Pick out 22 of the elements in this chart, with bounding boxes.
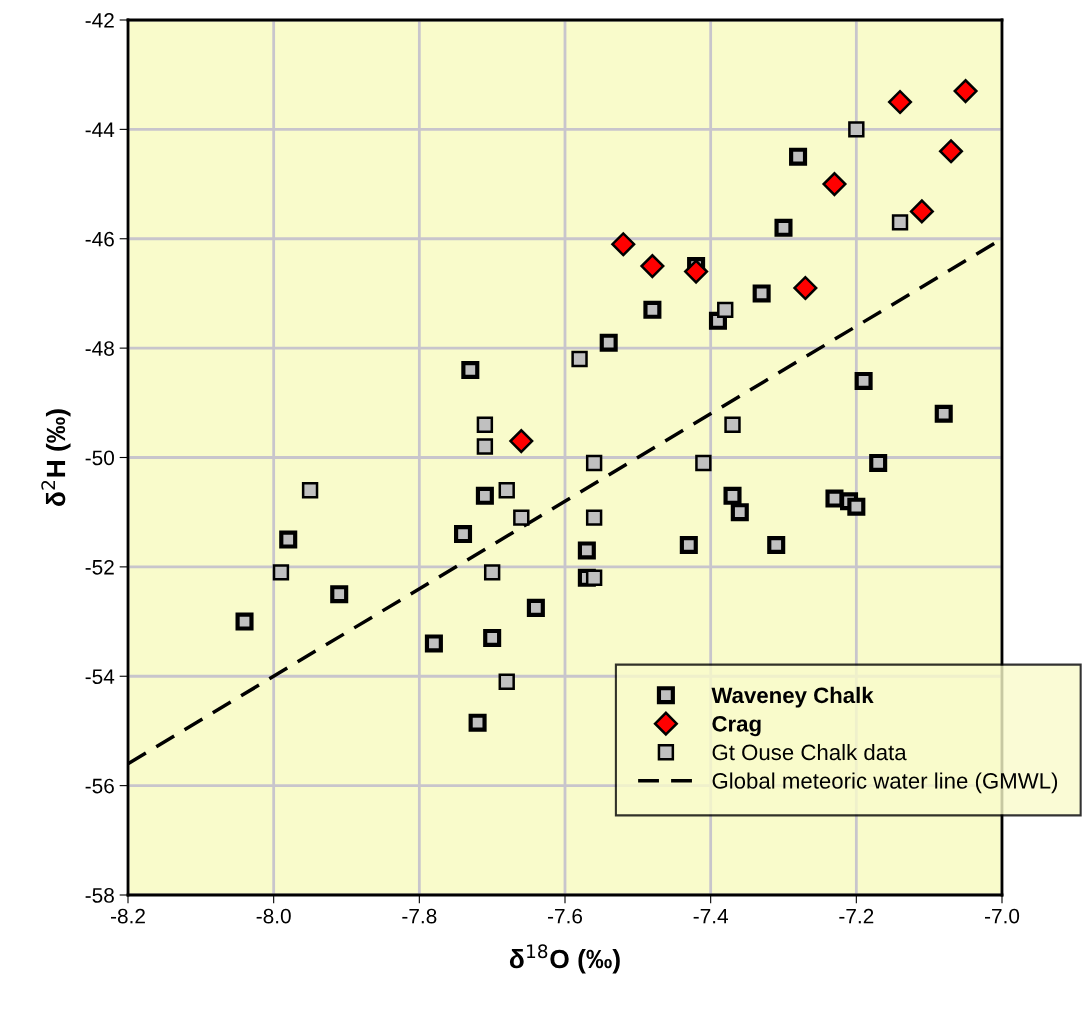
y-tick-label: -50 xyxy=(85,450,114,466)
y-tick-label: -42 xyxy=(85,13,114,28)
x-tick-label: -8.0 xyxy=(256,908,291,924)
legend-label: Gt Ouse Chalk data xyxy=(712,743,907,761)
y-axis-title: δ$^{2}$H (‰) xyxy=(41,409,71,506)
x-tick-label: -7.2 xyxy=(839,908,874,924)
y-tick-label: -58 xyxy=(85,888,114,903)
x-tick-label: -7.8 xyxy=(402,908,437,924)
x-tick-label: -8.2 xyxy=(110,908,145,924)
legend-label: Waveney Chalk xyxy=(711,686,874,708)
y-tick-label: -46 xyxy=(85,231,114,247)
y-tick-label: -56 xyxy=(85,778,114,794)
x-tick-label: -7.4 xyxy=(693,908,729,924)
legend-label: Crag xyxy=(712,715,761,737)
x-axis-title: δ$^{18}$O (‰) xyxy=(509,944,620,974)
y-tick-label: -54 xyxy=(85,669,115,684)
x-tick-label: -7.0 xyxy=(984,908,1020,924)
x-tick-label: -7.6 xyxy=(547,908,583,924)
y-tick-label: -52 xyxy=(85,559,114,575)
y-tick-label: -44 xyxy=(85,122,115,137)
legend-label: Global meteoric water line (GMWL) xyxy=(712,772,1058,794)
y-tick-label: -48 xyxy=(85,341,114,356)
